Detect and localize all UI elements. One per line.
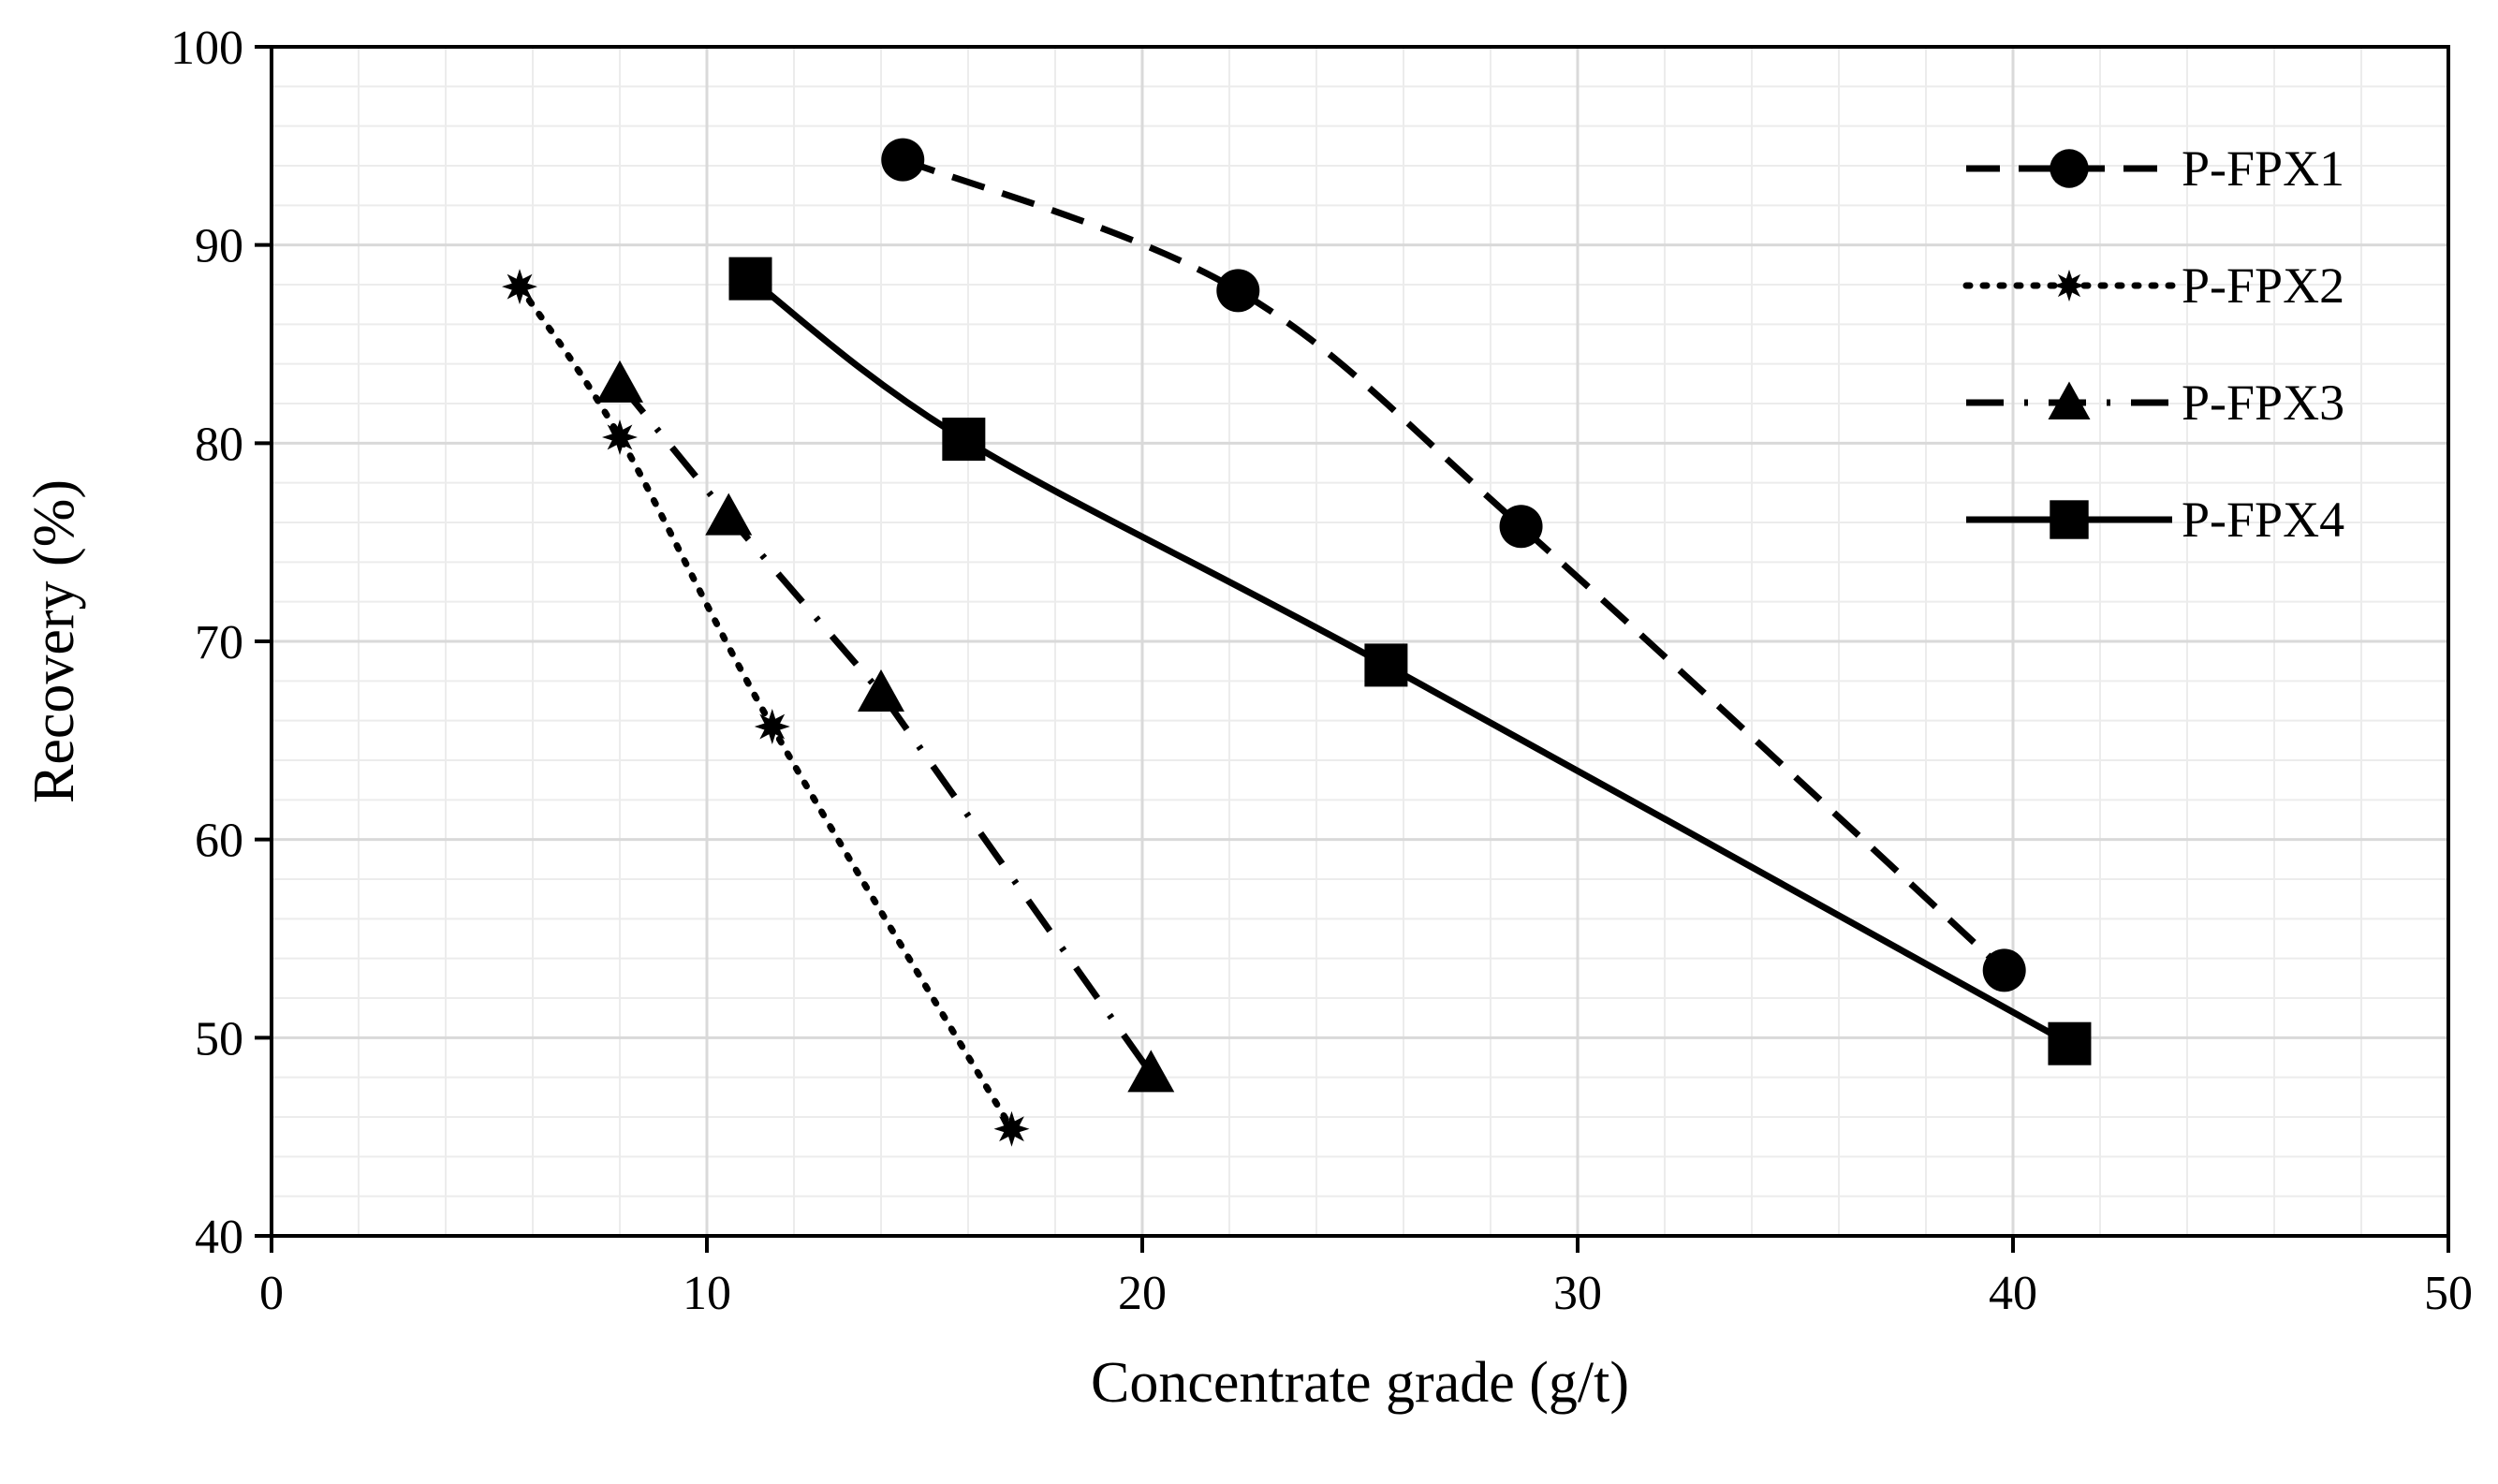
tick-labels: 0 10 20 30 40 50 40 50 60 70 80 90 100 <box>170 22 2473 1320</box>
series-line-p-fpx1 <box>901 156 2007 973</box>
series-markers <box>502 138 2092 1147</box>
legend-marker-p-fpx3 <box>2048 381 2091 419</box>
legend-marker-p-fpx1 <box>2050 149 2089 188</box>
series-lines <box>516 156 2072 1133</box>
data-point-p-fpx1-4 <box>1982 948 2026 992</box>
data-point-p-fpx3-3 <box>858 669 904 713</box>
legend-label-p-fpx1: P-FPX1 <box>2182 140 2344 197</box>
y-tick-label: 90 <box>195 220 243 273</box>
y-tick-label: 70 <box>195 616 243 669</box>
y-tick-label: 40 <box>195 1211 243 1264</box>
data-point-p-fpx3-1 <box>596 360 643 403</box>
data-point-p-fpx3-2 <box>705 492 753 536</box>
legend-label-p-fpx3: P-FPX3 <box>2182 375 2344 431</box>
x-tick-label: 20 <box>1118 1267 1167 1320</box>
data-point-p-fpx2-2 <box>602 419 638 455</box>
data-point-p-fpx2-1 <box>502 269 537 305</box>
axis-ticks <box>255 45 2450 1253</box>
data-point-p-fpx4-1 <box>728 257 772 301</box>
x-axis-title: Concentrate grade (g/t) <box>1091 1351 1629 1415</box>
data-point-p-fpx4-2 <box>942 418 986 462</box>
series-line-p-fpx2 <box>516 283 1015 1133</box>
data-point-p-fpx2-3 <box>754 709 790 744</box>
y-axis-title: Recovery (%) <box>22 479 86 803</box>
legend: P-FPX1 P-FPX2 P-FPX3 P-FPX4 <box>1962 140 2344 548</box>
legend-marker-p-fpx4 <box>2050 500 2089 539</box>
x-tick-label: 40 <box>1989 1267 2037 1320</box>
major-gridlines <box>272 47 2448 1236</box>
data-point-p-fpx4-4 <box>2048 1021 2092 1065</box>
y-tick-label: 50 <box>195 1012 243 1065</box>
data-point-p-fpx4-3 <box>1364 643 1408 687</box>
data-point-p-fpx1-2 <box>1216 269 1260 313</box>
series-line-p-fpx4 <box>748 275 2072 1047</box>
data-point-p-fpx1-3 <box>1499 505 1543 549</box>
legend-label-p-fpx2: P-FPX2 <box>2182 257 2344 314</box>
x-tick-label: 50 <box>2424 1267 2473 1320</box>
data-point-p-fpx1-1 <box>881 138 925 182</box>
y-tick-label: 60 <box>195 815 243 868</box>
series-line-p-fpx3 <box>617 381 1154 1076</box>
legend-marker-p-fpx2 <box>2052 269 2086 302</box>
data-point-p-fpx2-4 <box>993 1110 1030 1147</box>
data-point-p-fpx3-4 <box>1127 1050 1175 1093</box>
y-tick-label: 100 <box>170 22 243 75</box>
x-tick-label: 10 <box>683 1267 731 1320</box>
y-tick-label: 80 <box>195 418 243 471</box>
x-tick-label: 30 <box>1553 1267 1602 1320</box>
legend-label-p-fpx4: P-FPX4 <box>2182 492 2344 548</box>
x-tick-label: 0 <box>259 1267 284 1320</box>
